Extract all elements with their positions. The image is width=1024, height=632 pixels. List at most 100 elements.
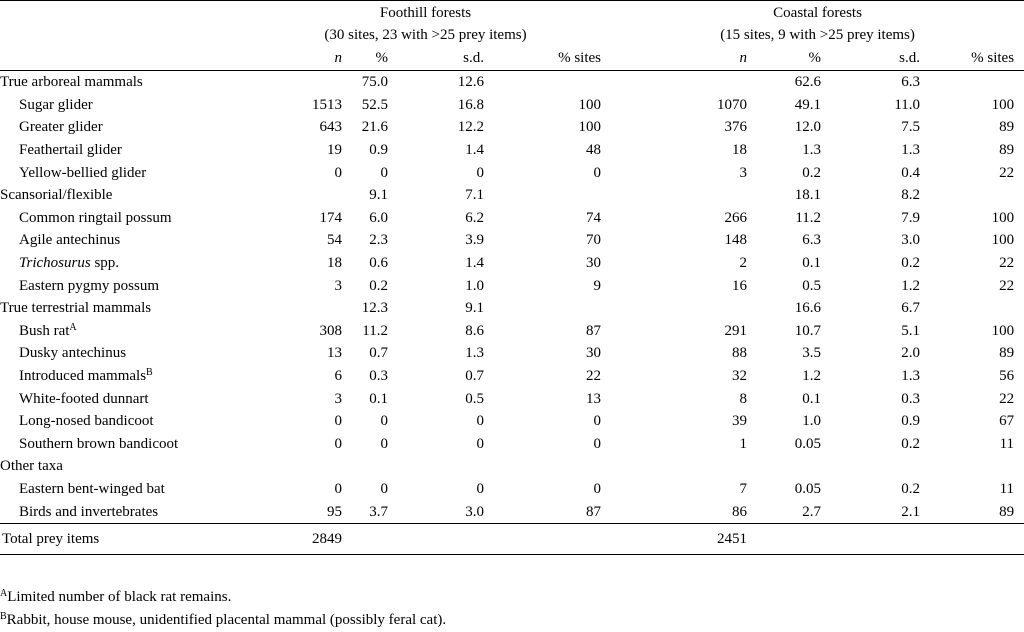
coastal-pct-sites-cell: 100 (991, 209, 1015, 226)
coastal-pct-sites-cell: 89 (999, 142, 1015, 159)
foothill-title: Foothill forests (240, 0, 612, 24)
foothill-pct-cell: 9.1 (369, 187, 388, 204)
coastal-sd-cell: 11.0 (894, 96, 921, 113)
category-row: True arboreal mammals 75.0 12.6 62.6 6.3 (0, 71, 1024, 94)
foothill-pct-sites-cell (490, 71, 611, 94)
foothill-sd-cell: 9.1 (465, 300, 484, 317)
foothill-pct-cell: 0.3 (369, 368, 388, 385)
foothill-sd-cell: 0 (476, 435, 485, 452)
foothill-total-n: 2849 (240, 522, 342, 555)
foothill-n-cell: 19 (327, 142, 342, 159)
coastal-n-cell: 291 (724, 322, 748, 339)
coastal-sd-cell: 8.2 (901, 187, 921, 204)
row-label: Agile antechinus (0, 229, 240, 252)
foothill-n-cell (240, 455, 342, 478)
coastal-sd-cell: 0.3 (901, 390, 921, 407)
coastal-n-cell (611, 455, 747, 478)
coastal-pct-cell: 11.2 (795, 209, 822, 226)
foothill-pct-cell: 0 (380, 480, 389, 497)
foothill-pct-cell: 6.0 (369, 209, 388, 226)
table-row: Birds and invertebrates 95 3.7 3.0 87 86 2.7 2.… (0, 500, 1024, 523)
foothill-sd-cell: 1.3 (465, 345, 484, 362)
foothill-pct-cell: 2.3 (369, 232, 388, 249)
coastal-sd-cell: 7.9 (901, 209, 921, 226)
coastal-sd-cell (835, 455, 926, 478)
foothill-pct-sites-cell (490, 297, 611, 320)
foothill-pct-sites-cell: 100 (578, 96, 602, 113)
foothill-n-cell: 6 (334, 368, 343, 385)
row-label-text: Other taxa (0, 458, 63, 475)
footnote-marker: A (69, 321, 77, 333)
coastal-n-cell (611, 184, 747, 207)
row-label-text: Southern brown bandicoot (19, 435, 179, 452)
coastal-sd-cell: 0.4 (901, 164, 921, 181)
coastal-pct-cell: 3.5 (802, 345, 822, 362)
coastal-sd-cell: 0.2 (901, 480, 921, 497)
foothill-pct-cell: 0 (380, 413, 389, 430)
foothill-sd-cell: 1.0 (465, 277, 484, 294)
row-label: White-footed dunnart (0, 387, 240, 410)
coastal-sd-cell: 7.5 (901, 119, 921, 136)
coastal-pct-cell: 0.05 (794, 480, 822, 497)
foothill-pct-sites-cell: 0 (593, 435, 602, 452)
coastal-n-cell: 3 (739, 164, 748, 181)
row-label-text: Feathertail glider (19, 142, 122, 159)
col-header-sd: s.d. (402, 46, 490, 71)
coastal-n-cell (611, 297, 747, 320)
coastal-n-cell: 266 (724, 209, 748, 226)
foothill-pct-sites-cell: 0 (593, 480, 602, 497)
empty-cell (490, 522, 612, 555)
foothill-sd-cell: 0.5 (465, 390, 484, 407)
foothill-pct-sites-cell: 30 (586, 255, 602, 272)
category-row: Scansorial/flexible 9.1 7.1 18.1 8.2 (0, 184, 1024, 207)
foothill-pct-sites-cell: 13 (586, 390, 602, 407)
coastal-sd-cell: 0.2 (901, 255, 921, 272)
row-label: Scansorial/flexible (0, 184, 240, 207)
category-row: True terrestrial mammals 12.3 9.1 16.6 6.7 (0, 297, 1024, 320)
coastal-n-cell: 2 (739, 255, 748, 272)
foothill-n-cell: 0 (334, 480, 343, 497)
row-label: Common ringtail possum (0, 207, 240, 230)
row-label: Trichosurus spp. (0, 252, 240, 275)
coastal-sd-cell: 6.3 (901, 74, 921, 91)
coastal-sd-cell: 6.7 (901, 300, 921, 317)
coastal-n-cell: 376 (724, 119, 748, 136)
coastal-pct-cell: 18.1 (794, 187, 822, 204)
empty-cell (402, 522, 490, 555)
coastal-pct-cell: 0.05 (794, 435, 822, 452)
coastal-n-cell: 88 (732, 345, 748, 362)
foothill-pct-cell (342, 455, 402, 478)
coastal-pct-sites-cell: 100 (991, 322, 1015, 339)
coastal-pct-cell: 0.1 (802, 390, 822, 407)
foothill-pct-sites-cell: 22 (586, 368, 602, 385)
foothill-n-cell (240, 297, 342, 320)
foothill-pct-sites-cell: 48 (586, 142, 602, 159)
header-row-columns: n % s.d. % sites n % s.d. % sites (0, 46, 1024, 71)
table-row: Common ringtail possum 174 6.0 6.2 74 266 11.2… (0, 207, 1024, 230)
footnote: BRabbit, house mouse, unidentified place… (0, 609, 1024, 632)
table-row: Eastern bent-winged bat 0 0 0 0 7 0.05 0.2 11 (0, 478, 1024, 501)
foothill-pct-sites-cell: 100 (578, 119, 602, 136)
foothill-pct-sites-cell: 87 (586, 322, 602, 339)
footnote-text: Rabbit, house mouse, unidentified placen… (6, 612, 447, 628)
footnote: ALimited number of black rat remains. (0, 586, 1024, 609)
foothill-sd-cell: 0 (476, 480, 485, 497)
footnote-mark: A (0, 588, 8, 599)
foothill-sd-cell: 12.2 (457, 119, 484, 136)
table-row: Long-nosed bandicoot 0 0 0 0 39 1.0 0.9 67 (0, 410, 1024, 433)
coastal-pct-sites-cell: 100 (991, 96, 1015, 113)
row-label-text: Eastern pygmy possum (19, 277, 159, 294)
foothill-sd-cell: 8.6 (465, 322, 484, 339)
foothill-pct-cell: 0.7 (369, 345, 388, 362)
header-row-titles: Foothill forests Coastal forests (0, 0, 1024, 24)
foothill-pct-cell: 0 (380, 164, 389, 181)
coastal-pct-cell: 2.7 (802, 503, 822, 520)
foothill-pct-cell: 21.6 (361, 119, 388, 136)
row-label-text: Yellow-bellied glider (19, 164, 147, 181)
table-row: Dusky antechinus 13 0.7 1.3 30 88 3.5 2.0 89 (0, 342, 1024, 365)
foothill-sd-cell: 0.7 (465, 368, 484, 385)
table-row: Yellow-bellied glider 0 0 0 0 3 0.2 0.4 22 (0, 161, 1024, 184)
coastal-pct-sites-cell: 22 (999, 255, 1015, 272)
coastal-pct-sites-cell: 11 (999, 435, 1015, 452)
row-label: Feathertail glider (0, 139, 240, 162)
